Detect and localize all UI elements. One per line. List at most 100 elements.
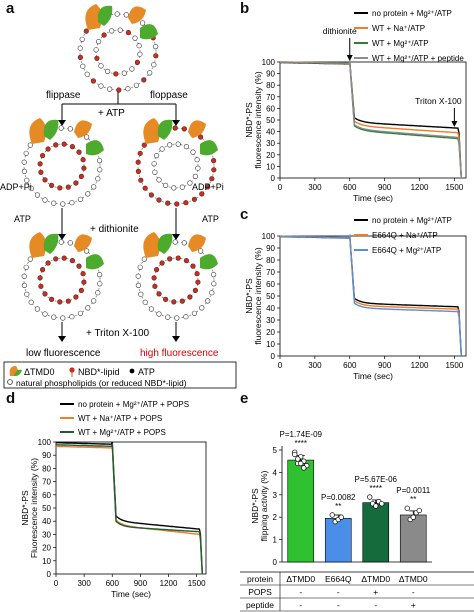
p-value-label: P=1.74E-09 (280, 430, 323, 439)
lipid-headgroup (159, 260, 165, 266)
lipid-headgroup (152, 283, 158, 289)
lipid-headgroup (60, 201, 66, 207)
lipid-headgroup (142, 299, 148, 305)
lipid-headgroup (179, 184, 185, 190)
bar (399, 514, 427, 563)
y-tick-label: 30 (266, 316, 275, 325)
lipid-headgroup (191, 310, 198, 316)
lipid-headgroup (21, 159, 27, 165)
atp-legend-icon (129, 368, 135, 374)
dithionite-annotation: dithionite (323, 26, 357, 36)
x-tick-label: 0 (54, 579, 59, 588)
data-point (338, 514, 344, 520)
lipid-headgroup (85, 305, 91, 311)
lipid-headgroup (141, 142, 147, 148)
panel-letter-d: d (6, 390, 16, 407)
lipid-headgroup (125, 30, 131, 36)
y-tick-label: 5 (273, 446, 278, 455)
bar (362, 502, 390, 563)
x-tick-label: 600 (343, 361, 357, 370)
lipid-headgroup (163, 296, 169, 303)
lipid-headgroup (58, 239, 64, 245)
lipid-headgroup (159, 146, 165, 152)
lipid-headgroup (67, 126, 73, 132)
lipid-headgroup (183, 258, 189, 264)
lipid-headgroup (172, 125, 178, 131)
lipid-headgroup (65, 298, 71, 304)
atp-right-label: ATP (202, 214, 219, 224)
x-tick-label: 1500 (445, 361, 463, 370)
lipid-headgroup (69, 144, 75, 150)
lipid-headgroup (38, 169, 44, 175)
lipid-headgroup (60, 315, 66, 321)
lipid-headgroup (40, 267, 46, 273)
y-axis-label-line2: fluorescence intensity (%) (253, 71, 263, 168)
panel-c-chart: 0 10 20 30 40 50 60 70 80 90 100 0 300 600 900 1200 1500… (244, 216, 467, 381)
lipid-headgroup (210, 158, 217, 164)
lipid-headgroup (83, 28, 89, 34)
lipid-headgroup (42, 291, 48, 297)
lipid-headgroup (165, 314, 171, 320)
lipid-headgroup (135, 282, 142, 289)
data-point (404, 505, 410, 511)
lipid-headgroup (24, 177, 30, 183)
lipid-headgroup (179, 298, 185, 304)
lipid-headgroup (34, 306, 41, 312)
atp-plus-label: + ATP (98, 108, 125, 119)
lipid-headgroup (152, 169, 158, 175)
y-axis-label: NBD*-PS (244, 278, 254, 314)
panel-d-chart: 0 10 20 30 40 50 60 70 80 90 100 0 300 600 900 1200 1500… (20, 400, 207, 599)
lipid-headgroup (147, 70, 153, 76)
lipid-headgroup (93, 47, 99, 53)
lipid-headgroup (94, 55, 100, 61)
lipid-headgroup (141, 256, 147, 262)
lipid-headgroup (156, 311, 162, 317)
lipid-headgroup (96, 39, 102, 45)
panel-letter-c: c (240, 206, 249, 223)
data-point (301, 465, 307, 471)
lipid-headgroup (156, 177, 162, 183)
y-tick-label: 70 (266, 268, 275, 277)
x-axis-label: Time (sec) (353, 193, 393, 203)
high-fluorescence-label: high fluorescence (140, 348, 219, 359)
lipid-headgroup (156, 291, 162, 297)
lipid-headgroup (137, 264, 143, 270)
x-tick-label: 1200 (411, 361, 429, 370)
vesicle-bottom-left (21, 232, 104, 321)
lipid-headgroup (175, 141, 181, 147)
y-tick-label: 0 (271, 174, 276, 183)
lipid-headgroup (205, 184, 211, 190)
lipid-headgroup (172, 239, 178, 245)
p-value-label: P=0.0082 (321, 493, 356, 502)
data-point (298, 460, 304, 467)
y-axis-label: NBD*-PS (244, 102, 254, 138)
lipid-headgroup (90, 78, 97, 84)
panel-letter-e: e (240, 390, 249, 407)
floppase-label: floppase (150, 90, 188, 101)
adp-left-label: ADP+Pi (0, 182, 32, 192)
lipid-headgroup (38, 283, 44, 289)
legend-box (3, 361, 237, 389)
lipid-ring-inner (93, 27, 143, 77)
lipid-headgroup (80, 157, 86, 163)
lipid-headgroup (77, 310, 84, 316)
lipid-headgroup (114, 11, 120, 17)
x-axis-label: Time (sec) (353, 371, 393, 381)
lipid-headgroup (51, 200, 57, 206)
y-tick-label: 90 (266, 244, 275, 253)
x-tick-label: 1200 (160, 579, 178, 588)
lipid-headgroup (154, 153, 160, 159)
y-tick-label: 60 (42, 491, 51, 500)
lipid-headgroup (210, 272, 217, 278)
lipid-headgroup (91, 184, 97, 190)
y-axis-label: NBD*-PS (250, 488, 260, 524)
y-tick-label: 30 (42, 530, 51, 539)
lipid-headgroup (96, 158, 103, 164)
lipid-headgroup (141, 77, 147, 83)
lipid-headgroup (42, 197, 48, 203)
lipid-headgroup (45, 260, 51, 266)
lipid-headgroup (77, 54, 84, 61)
bar (324, 518, 352, 563)
lipid-headgroup (95, 290, 101, 296)
y-tick-label: 90 (266, 70, 275, 79)
